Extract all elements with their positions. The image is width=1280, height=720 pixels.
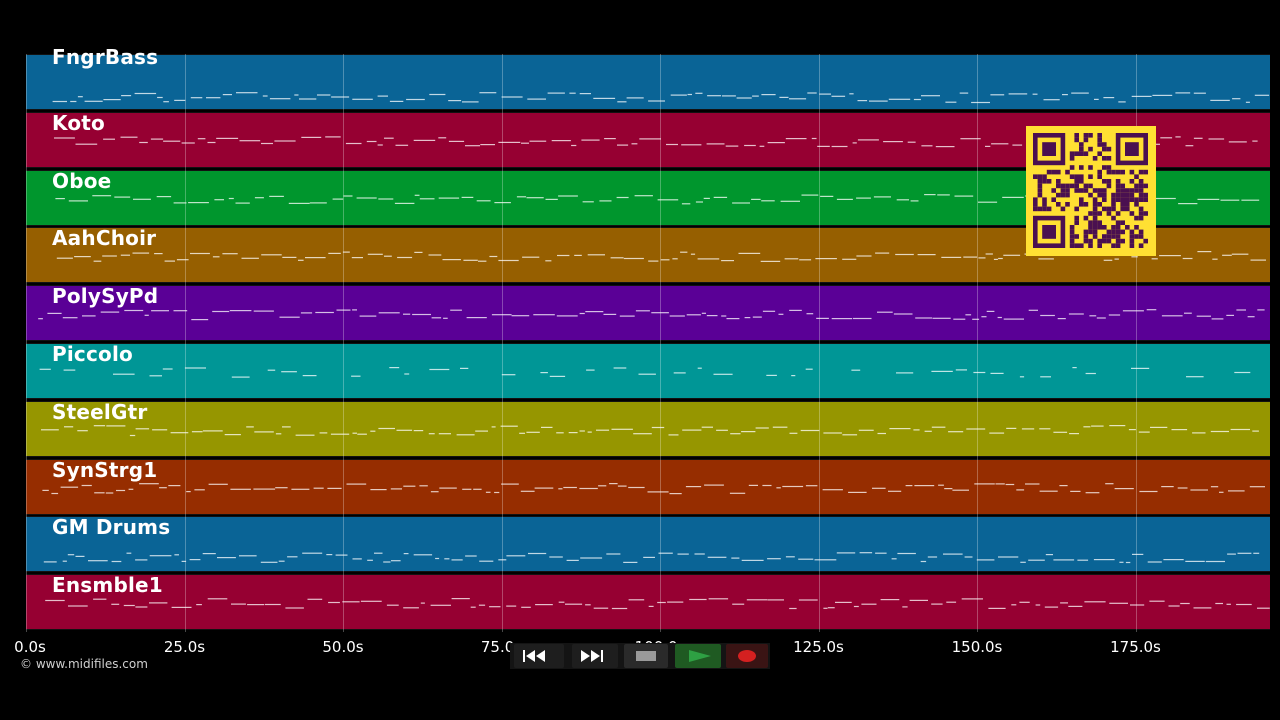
stop-button[interactable]	[624, 644, 668, 668]
track-fngrbass: FngrBass	[26, 45, 1270, 110]
qr-code	[1026, 126, 1156, 256]
note-texture	[41, 424, 1259, 436]
gridline	[501, 54, 503, 632]
transport-controls	[510, 643, 770, 669]
track-ensmble1: Ensmble1	[26, 573, 1270, 631]
axis-tick-label: 50.0s	[322, 638, 364, 656]
track-label: Koto	[52, 110, 105, 135]
gridline	[26, 54, 27, 632]
track-gm-drums: GM Drums	[26, 515, 1270, 573]
axis-tick-label: 25.0s	[163, 638, 206, 656]
record-icon	[738, 650, 756, 662]
gridline	[343, 54, 344, 632]
rewind-icon	[523, 650, 545, 662]
note-texture	[45, 598, 1270, 610]
stop-icon	[636, 651, 656, 661]
note-texture	[52, 92, 1270, 104]
track-label: AahChoir	[52, 226, 157, 251]
gridline	[1135, 54, 1137, 632]
gridline	[184, 54, 186, 632]
gridline	[660, 54, 661, 632]
copyright-text: © www.midifiles.com	[20, 657, 148, 671]
track-steelgtr: SteelGtr	[26, 399, 1270, 457]
axis-tick-label: 125.0s	[793, 638, 844, 656]
note-texture	[38, 309, 1265, 321]
track-polysypd: PolySyPd	[26, 284, 1270, 342]
axis-tick-label: 0.0s	[14, 638, 46, 656]
record-button[interactable]	[726, 644, 768, 668]
rewind-button[interactable]	[514, 644, 564, 668]
axis-tick-label: 175.0s	[1110, 638, 1161, 656]
track-label: Piccolo	[52, 342, 133, 366]
track-piccolo: Piccolo	[26, 342, 1270, 399]
track-synstrg1: SynStrg1	[26, 457, 1270, 515]
note-texture	[39, 367, 1251, 378]
note-texture	[42, 482, 1265, 494]
axis-tick-label: 150.0s	[951, 638, 1003, 656]
gridline	[977, 54, 978, 632]
track-label: GM Drums	[52, 515, 171, 540]
play-icon	[689, 650, 711, 662]
track-label: SynStrg1	[52, 457, 158, 482]
track-label: Ensmble1	[52, 573, 163, 598]
track-label: Oboe	[52, 168, 112, 193]
timeline: FngrBass Koto Oboe AahChoir PolySyPd Piccolo S…	[26, 45, 1270, 632]
track-label: SteelGtr	[52, 399, 148, 424]
gridline	[818, 54, 820, 632]
track-label: FngrBass	[52, 45, 159, 69]
note-texture	[43, 552, 1260, 564]
track-label: PolySyPd	[52, 284, 159, 309]
fast-forward-icon	[581, 650, 603, 662]
play-button[interactable]	[675, 644, 721, 668]
fast-forward-button[interactable]	[572, 644, 618, 668]
